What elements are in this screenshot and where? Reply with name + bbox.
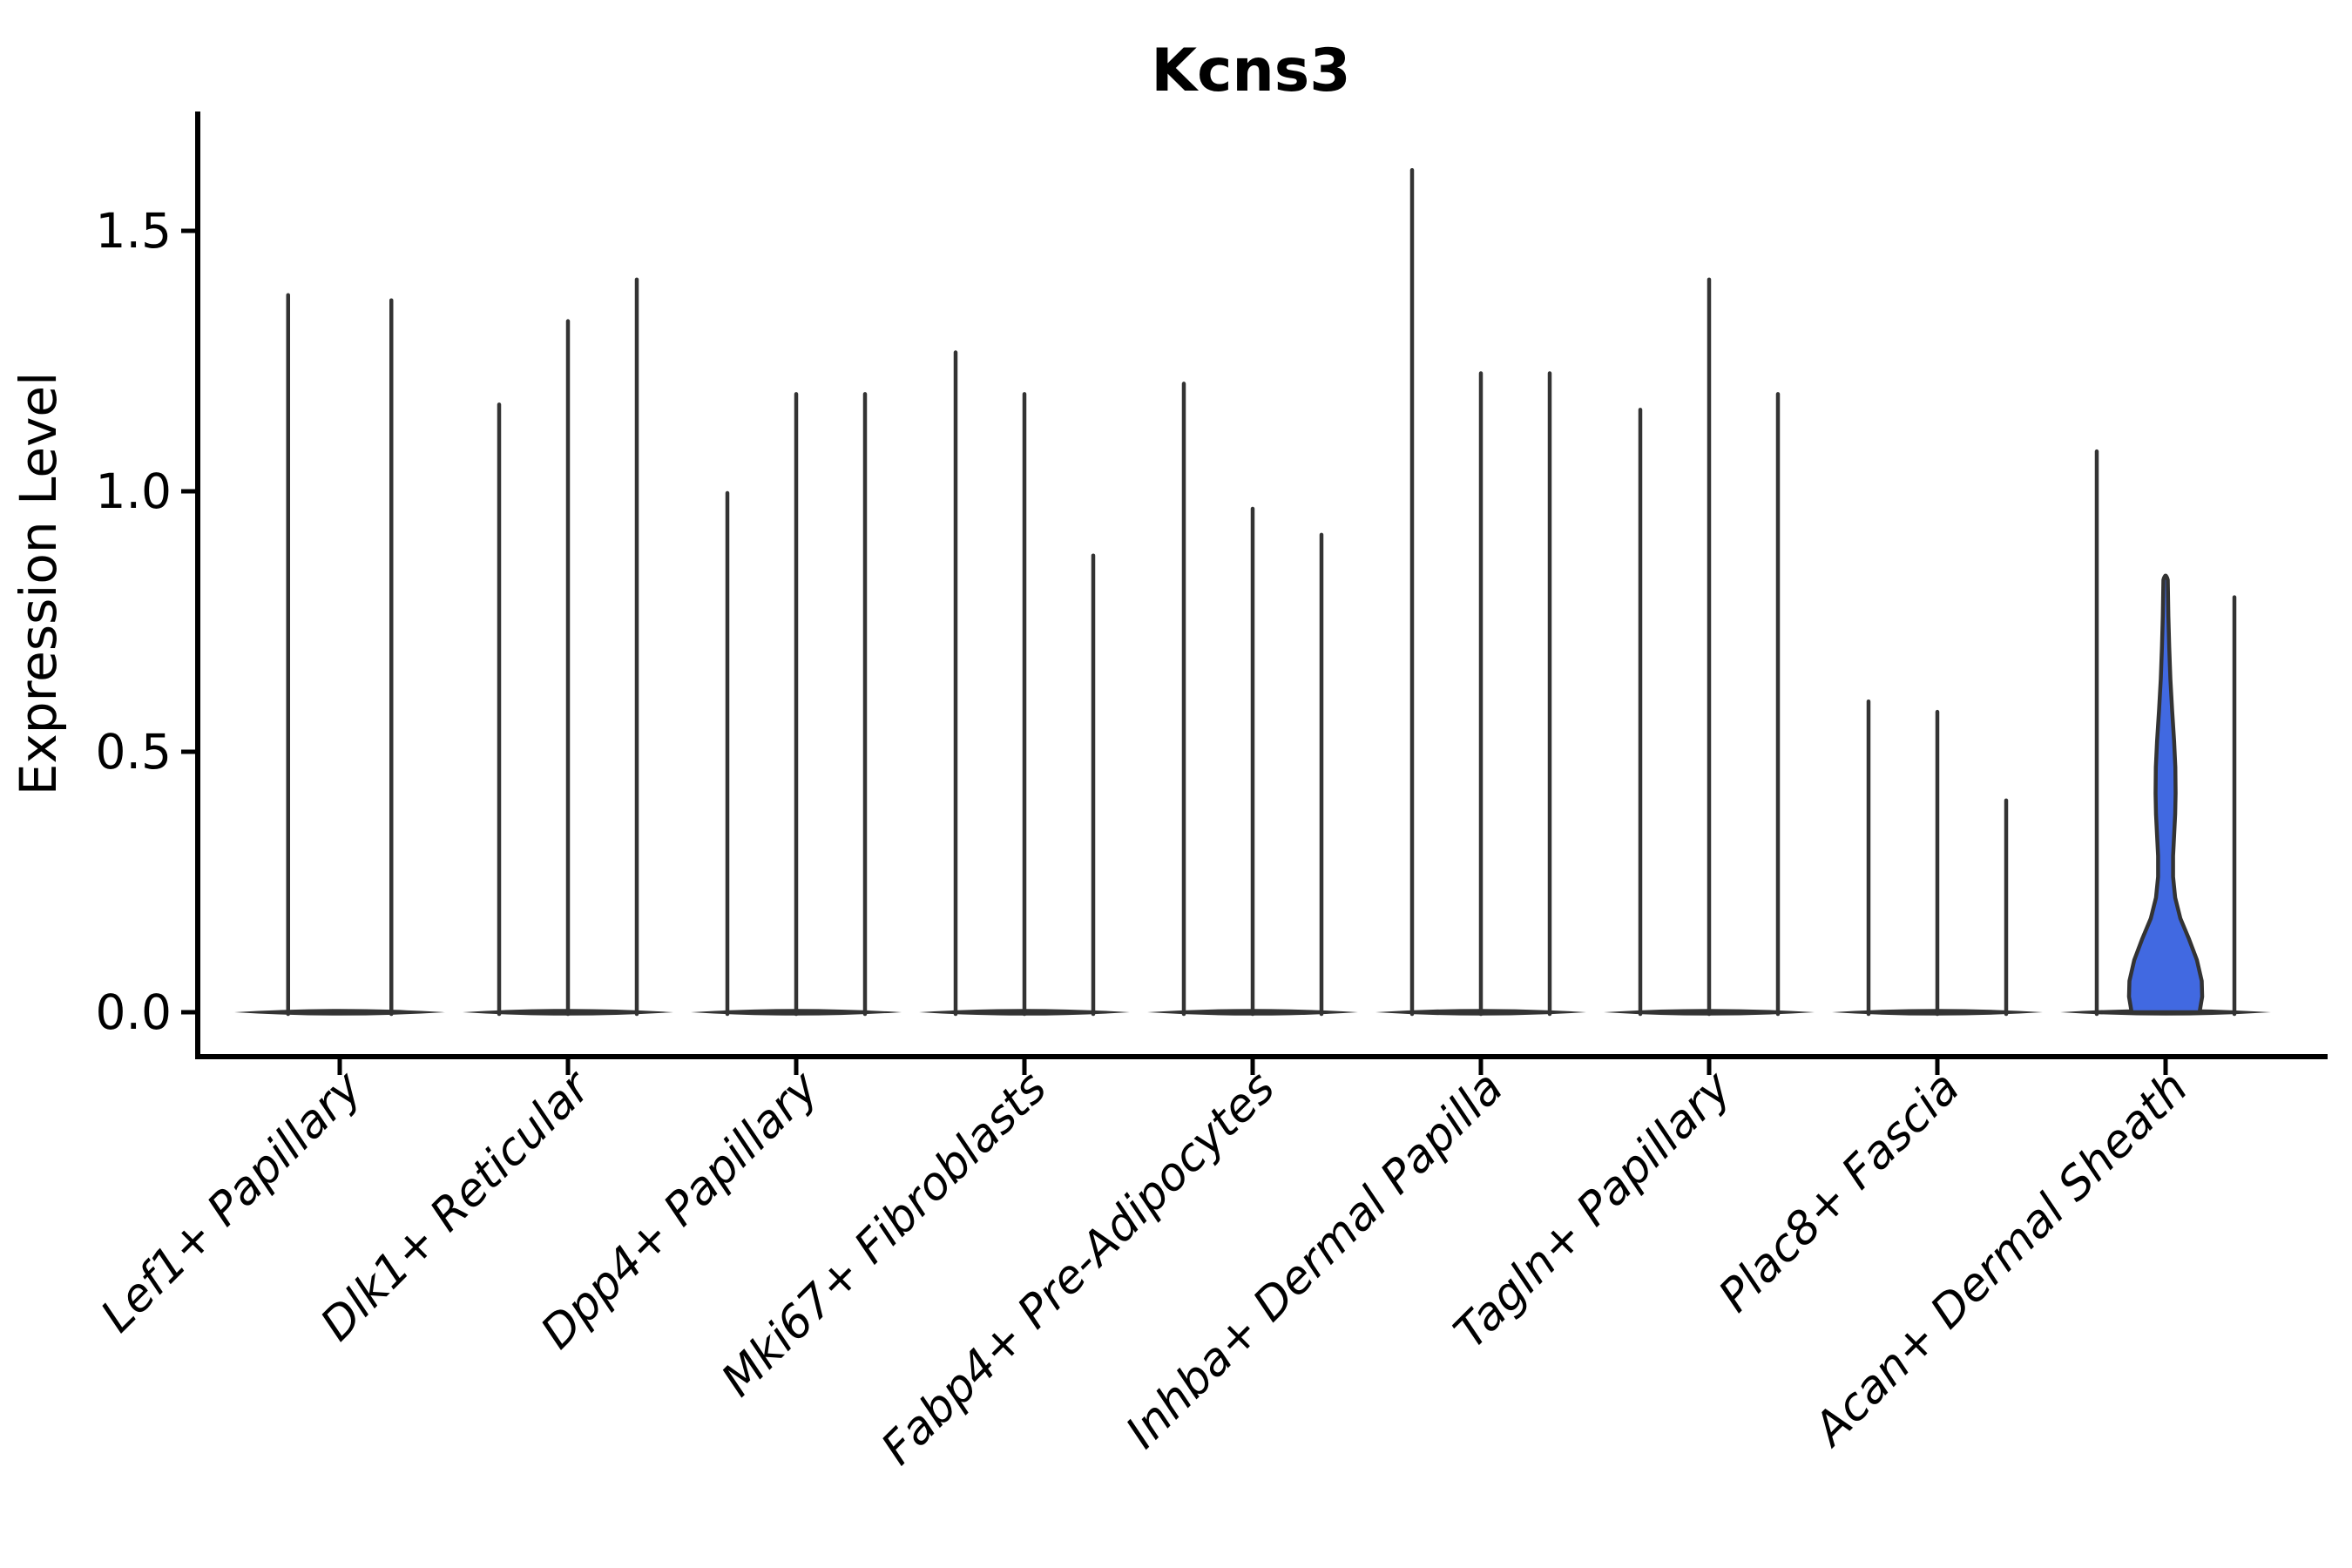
y-axis-label: Expression Level <box>9 372 68 795</box>
y-tick-label: 0.0 <box>96 984 172 1040</box>
violin-baseline-blob <box>234 1009 445 1016</box>
violin-highlight <box>2126 573 2205 1015</box>
y-tick-label: 1.5 <box>96 203 172 259</box>
x-tick-label: Inhba+ Dermal Papilla <box>1116 1062 1513 1459</box>
chart-title: Kcns3 <box>1151 37 1350 105</box>
x-tick-label: Fabp4+ Pre-Adipocytes <box>872 1062 1286 1476</box>
y-tick-label: 1.0 <box>96 463 172 519</box>
x-tick-label: Plac8+ Fascia <box>1709 1062 1970 1322</box>
y-tick-label: 0.5 <box>96 724 172 780</box>
x-tick-label: Acan+ Dermal Sheath <box>1802 1062 2198 1457</box>
